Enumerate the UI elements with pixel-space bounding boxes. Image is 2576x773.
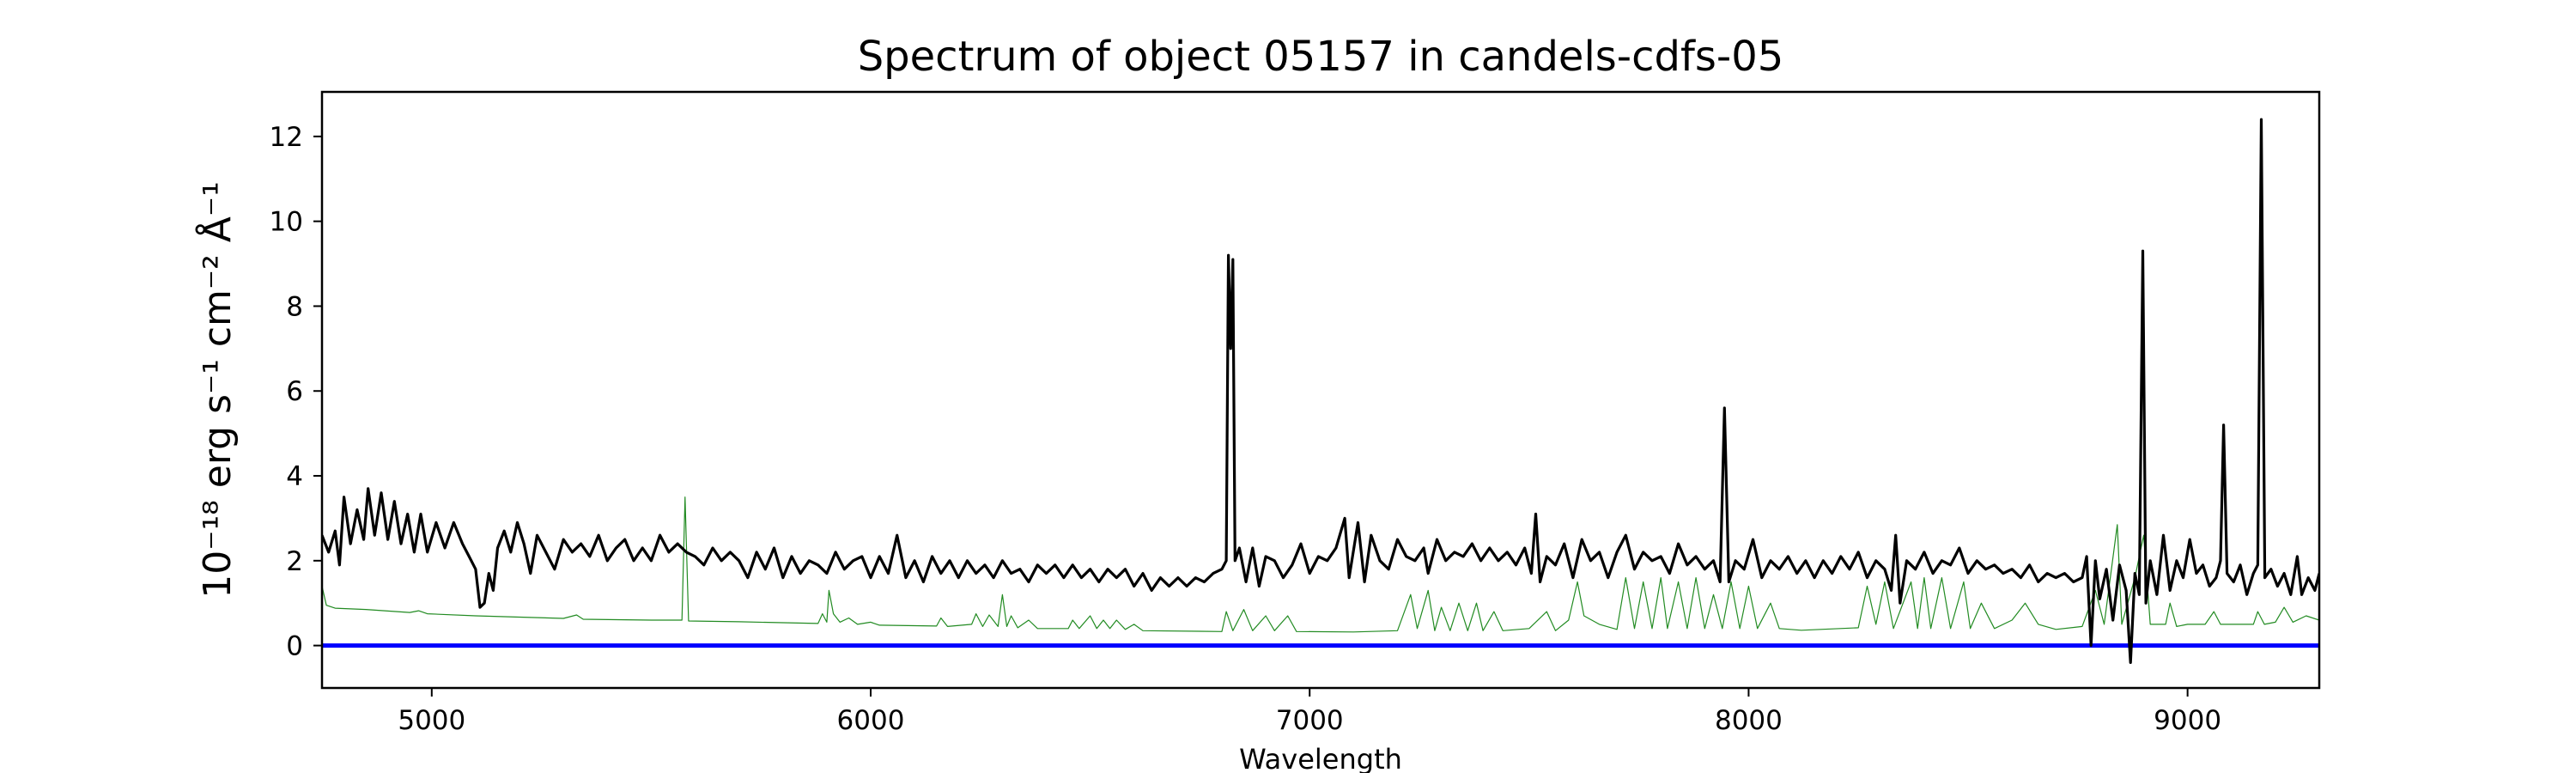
- y-tick-label: 2: [286, 546, 303, 577]
- x-axis: 5000 6000 7000 8000 9000: [398, 688, 2221, 736]
- y-tick-label: 8: [286, 291, 303, 322]
- x-tick-label: 5000: [398, 705, 465, 736]
- flux-line: [322, 118, 2319, 664]
- y-tick-label: 10: [270, 207, 303, 238]
- x-tick-label: 8000: [1715, 705, 1783, 736]
- x-axis-label: Wavelength: [1239, 743, 1402, 773]
- y-tick-label: 6: [286, 376, 303, 407]
- chart-title: Spectrum of object 05157 in candels-cdfs…: [858, 33, 1784, 81]
- y-axis-label: 10⁻¹⁸ erg s⁻¹ cm⁻² Å⁻¹: [194, 181, 240, 598]
- x-tick-label: 7000: [1276, 705, 1344, 736]
- sky-error-line: [322, 496, 2319, 633]
- plot-frame: [320, 90, 2321, 690]
- y-axis: 0 2 4 6 8 10 12: [270, 122, 322, 662]
- x-tick-label: 9000: [2154, 705, 2221, 736]
- y-tick-label: 0: [286, 631, 303, 662]
- y-tick-label: 12: [270, 122, 303, 153]
- y-tick-label: 4: [286, 461, 303, 492]
- x-tick-label: 6000: [837, 705, 905, 736]
- series-layer: [322, 118, 2319, 664]
